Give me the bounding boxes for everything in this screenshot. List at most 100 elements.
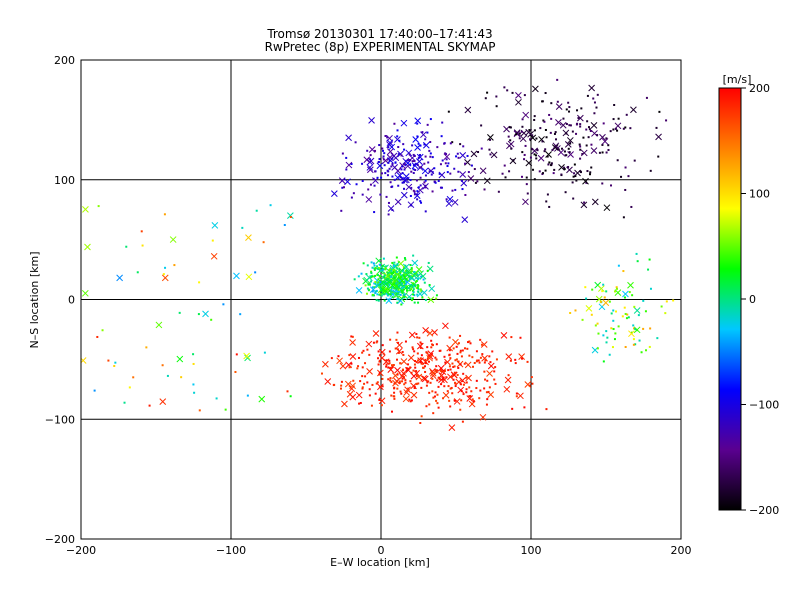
data-point-dot xyxy=(620,175,623,178)
data-point-dot xyxy=(575,132,578,135)
data-point-dot xyxy=(590,313,593,316)
data-point-dot xyxy=(437,179,440,182)
data-point-x xyxy=(159,398,167,405)
data-point-dot xyxy=(397,351,400,354)
data-point-dot xyxy=(401,270,404,273)
data-point-x xyxy=(344,380,352,388)
data-point-dot xyxy=(555,138,558,141)
data-point-x xyxy=(585,304,593,312)
data-point-dot xyxy=(583,201,586,204)
data-point-dot xyxy=(434,356,437,359)
data-point-dot xyxy=(546,155,549,158)
data-point-dot xyxy=(388,284,391,287)
data-point-dot xyxy=(554,131,557,134)
data-point-dot xyxy=(395,256,398,259)
data-point-dot xyxy=(198,409,201,412)
data-point-dot xyxy=(624,166,627,169)
data-point-dot xyxy=(476,359,479,362)
data-point-x xyxy=(385,297,393,304)
data-point-dot xyxy=(405,284,408,287)
colorbar-ticks: −200 −100 0 100 200 xyxy=(741,82,779,517)
data-point-dot xyxy=(419,341,422,344)
data-point-dot xyxy=(455,358,458,361)
data-point-dot xyxy=(332,384,335,387)
data-point-dot xyxy=(465,376,468,379)
data-point-dot xyxy=(489,361,492,364)
data-point-dot xyxy=(373,211,376,214)
data-point-dot xyxy=(443,385,446,388)
data-point-dot xyxy=(397,153,400,156)
data-point-dot xyxy=(548,161,551,164)
data-point-dot xyxy=(101,329,104,332)
data-point-dot xyxy=(125,245,128,248)
data-point-dot xyxy=(401,291,404,294)
data-point-dot xyxy=(385,195,388,198)
data-point-dot xyxy=(456,373,459,376)
data-point-x xyxy=(537,154,545,162)
data-point-dot xyxy=(435,297,438,300)
data-point-dot xyxy=(483,361,486,364)
data-point-dot xyxy=(375,284,378,287)
data-point-dot xyxy=(345,168,348,171)
data-point-dot xyxy=(378,373,381,376)
data-point-dot xyxy=(596,93,599,96)
data-point-dot xyxy=(567,165,570,168)
data-point-dot xyxy=(361,375,364,378)
data-point-dot xyxy=(486,398,489,401)
data-point-dot xyxy=(614,332,617,335)
data-point-dot xyxy=(433,180,436,183)
data-point-x xyxy=(258,395,266,403)
data-point-dot xyxy=(511,407,514,410)
data-point-dot xyxy=(459,143,462,146)
data-point-dot xyxy=(402,376,405,379)
data-point-dot xyxy=(546,193,549,196)
data-point-dot xyxy=(407,363,410,366)
data-point-dot xyxy=(350,335,353,338)
data-point-x xyxy=(509,157,517,165)
data-point-dot xyxy=(585,181,588,184)
data-point-x xyxy=(504,376,512,384)
data-point-dot xyxy=(632,324,635,327)
data-point-dot xyxy=(521,151,524,154)
data-point-dot xyxy=(480,147,483,150)
data-point-dot xyxy=(385,363,388,366)
data-point-x xyxy=(392,379,399,387)
data-point-dot xyxy=(372,262,375,265)
data-point-dot xyxy=(289,216,292,219)
data-point-dot xyxy=(541,140,544,143)
data-point-dot xyxy=(429,155,432,158)
data-point-dot xyxy=(416,336,419,339)
data-point-x xyxy=(324,378,332,385)
data-point-dot xyxy=(378,293,381,296)
data-point-dot xyxy=(387,170,390,173)
data-point-dot xyxy=(426,123,429,126)
data-point-dot xyxy=(630,205,633,208)
data-point-x xyxy=(396,172,404,179)
data-point-x xyxy=(446,344,454,352)
data-point-dot xyxy=(377,284,380,287)
data-point-dot xyxy=(423,181,426,184)
data-point-dot xyxy=(511,91,514,94)
x-tick-label: 200 xyxy=(671,544,692,557)
data-point-dot xyxy=(457,156,460,159)
data-point-dot xyxy=(575,179,578,182)
data-point-dot xyxy=(602,283,605,286)
data-point-dot xyxy=(430,339,433,342)
data-point-dot xyxy=(389,268,392,271)
scatter-points xyxy=(81,78,675,431)
data-point-dot xyxy=(193,391,196,394)
data-point-dot xyxy=(579,145,582,148)
data-point-x xyxy=(452,338,459,346)
data-point-dot xyxy=(378,158,381,161)
data-point-x xyxy=(483,177,491,185)
data-point-dot xyxy=(389,281,392,284)
y-tick-label: −200 xyxy=(45,533,75,546)
data-point-x xyxy=(459,377,466,384)
chart-subtitle: RwPretec (8p) EXPERIMENTAL SKYMAP xyxy=(265,40,496,54)
x-tick-label: 0 xyxy=(378,544,385,557)
data-point-dot xyxy=(402,143,405,146)
data-point-dot xyxy=(597,332,600,335)
data-point-dot xyxy=(391,162,394,165)
data-point-dot xyxy=(413,274,416,277)
data-point-dot xyxy=(634,343,637,346)
